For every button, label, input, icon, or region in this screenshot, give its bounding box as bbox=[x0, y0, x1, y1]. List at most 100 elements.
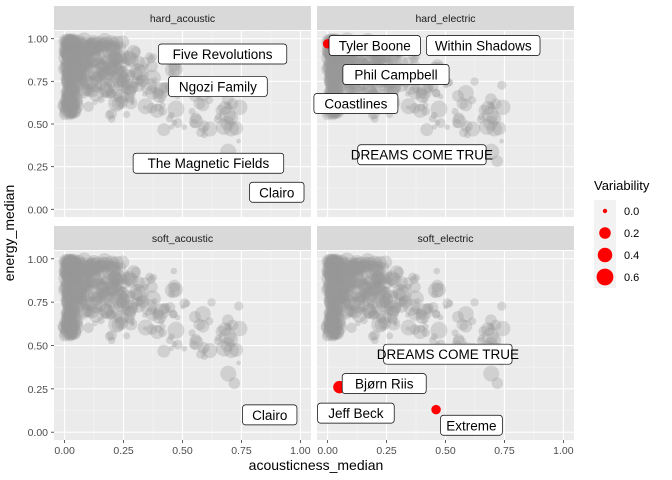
background-point bbox=[86, 37, 97, 49]
background-point bbox=[227, 319, 239, 331]
background-point bbox=[66, 56, 75, 65]
background-point bbox=[104, 40, 118, 53]
background-point bbox=[459, 98, 473, 112]
background-point bbox=[101, 52, 118, 69]
background-point bbox=[352, 264, 363, 275]
legend-key-point bbox=[599, 227, 611, 239]
background-point bbox=[68, 288, 84, 304]
background-point bbox=[362, 275, 373, 285]
background-point bbox=[67, 262, 78, 273]
background-point bbox=[60, 282, 73, 295]
background-point bbox=[67, 106, 75, 115]
artist-label: Bjørn Riis bbox=[341, 373, 427, 394]
background-point bbox=[326, 79, 340, 92]
background-point bbox=[75, 275, 91, 291]
background-point bbox=[106, 71, 111, 77]
background-point bbox=[66, 48, 75, 57]
background-point bbox=[381, 293, 393, 306]
background-point bbox=[335, 275, 344, 284]
background-point bbox=[82, 283, 91, 292]
background-point bbox=[61, 46, 72, 57]
background-point bbox=[324, 59, 332, 67]
background-point bbox=[370, 115, 379, 123]
background-point bbox=[96, 95, 105, 104]
background-point bbox=[110, 310, 116, 316]
background-point bbox=[66, 255, 80, 268]
background-point bbox=[111, 52, 123, 64]
background-point bbox=[73, 258, 82, 267]
background-point bbox=[122, 271, 137, 286]
background-point bbox=[119, 70, 129, 80]
background-point bbox=[81, 290, 88, 296]
background-point bbox=[99, 307, 105, 313]
background-point bbox=[64, 82, 76, 95]
background-point bbox=[98, 69, 113, 84]
background-point bbox=[130, 297, 146, 313]
background-point bbox=[78, 264, 83, 270]
background-point bbox=[361, 257, 377, 272]
background-point bbox=[116, 262, 124, 270]
background-point bbox=[62, 271, 70, 279]
background-point bbox=[70, 310, 81, 321]
background-point bbox=[165, 336, 174, 344]
background-point bbox=[331, 71, 341, 80]
background-point bbox=[90, 40, 95, 45]
background-point bbox=[324, 73, 335, 83]
background-point bbox=[347, 269, 352, 274]
background-point bbox=[65, 58, 81, 74]
background-point bbox=[58, 99, 72, 113]
artist-label-box bbox=[249, 181, 305, 203]
background-point bbox=[77, 268, 91, 282]
background-point bbox=[106, 282, 120, 296]
background-point bbox=[389, 302, 402, 314]
background-point bbox=[84, 307, 95, 318]
background-point bbox=[430, 100, 448, 118]
background-point bbox=[123, 111, 131, 119]
background-point bbox=[61, 84, 77, 100]
background-point bbox=[69, 274, 78, 283]
background-point bbox=[66, 332, 75, 341]
background-point bbox=[73, 70, 83, 79]
background-point bbox=[213, 336, 222, 345]
background-point bbox=[405, 91, 411, 97]
background-point bbox=[62, 287, 78, 303]
background-point bbox=[60, 294, 71, 305]
background-point bbox=[74, 270, 84, 280]
background-point bbox=[62, 303, 72, 313]
background-point bbox=[335, 271, 345, 282]
background-point bbox=[65, 80, 81, 96]
background-point bbox=[65, 38, 73, 46]
background-point bbox=[83, 262, 99, 278]
background-point bbox=[67, 44, 82, 58]
background-point bbox=[452, 114, 467, 129]
background-point bbox=[65, 33, 80, 48]
background-point bbox=[72, 54, 78, 60]
background-point bbox=[172, 339, 183, 350]
background-point bbox=[63, 71, 79, 87]
background-point bbox=[66, 89, 75, 98]
background-point bbox=[129, 54, 136, 61]
background-point bbox=[86, 85, 92, 91]
background-point bbox=[72, 62, 82, 72]
background-point bbox=[67, 277, 81, 291]
background-point bbox=[67, 89, 75, 97]
background-point bbox=[63, 43, 70, 51]
background-point bbox=[66, 98, 81, 113]
artist-label-text: Clairo bbox=[252, 408, 287, 423]
background-point bbox=[85, 83, 100, 98]
background-point bbox=[421, 82, 433, 94]
background-point bbox=[94, 258, 111, 276]
background-point bbox=[61, 47, 73, 60]
background-point bbox=[61, 90, 75, 104]
background-point bbox=[130, 76, 146, 92]
background-point bbox=[327, 82, 339, 95]
background-point bbox=[387, 317, 401, 331]
background-point bbox=[124, 92, 135, 104]
background-point bbox=[119, 65, 127, 73]
background-point bbox=[457, 85, 474, 102]
legend-key-point bbox=[597, 247, 613, 263]
background-point bbox=[58, 263, 74, 280]
background-point bbox=[115, 41, 127, 52]
background-point bbox=[399, 295, 413, 309]
background-point bbox=[332, 70, 346, 84]
